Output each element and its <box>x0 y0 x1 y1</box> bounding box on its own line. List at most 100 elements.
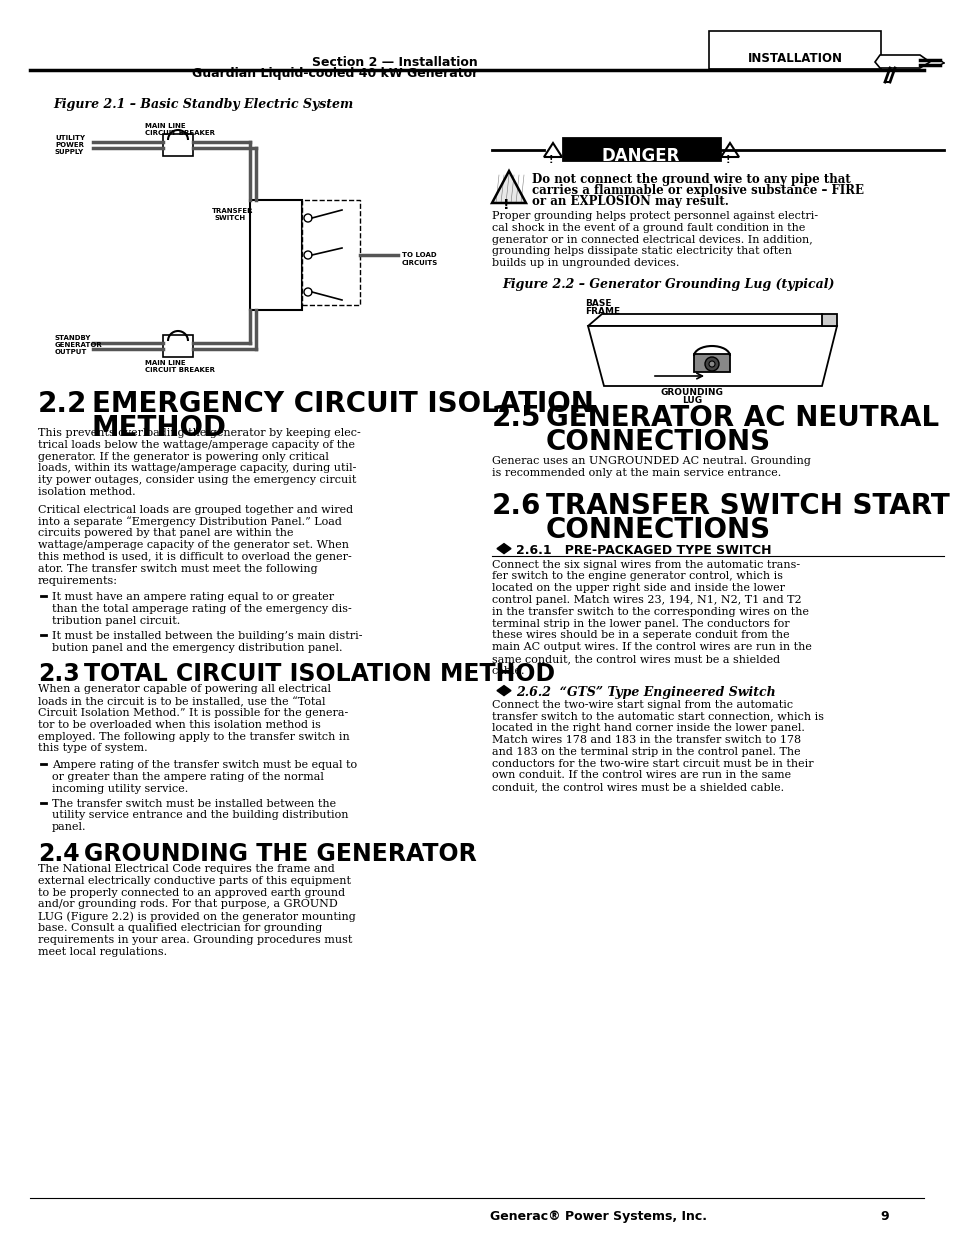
Text: MAIN LINE: MAIN LINE <box>145 124 186 128</box>
Text: CIRCUIT BREAKER: CIRCUIT BREAKER <box>145 367 214 373</box>
Text: ity power outages, consider using the emergency circuit: ity power outages, consider using the em… <box>38 475 356 485</box>
Text: Match wires 178 and 183 in the transfer switch to 178: Match wires 178 and 183 in the transfer … <box>492 735 801 745</box>
Text: control panel. Match wires 23, 194, N1, N2, T1 and T2: control panel. Match wires 23, 194, N1, … <box>492 595 801 605</box>
Bar <box>163 135 193 156</box>
Text: Figure 2.1 – Basic Standby Electric System: Figure 2.1 – Basic Standby Electric Syst… <box>53 98 353 111</box>
Text: This prevents overloading the generator by keeping elec-: This prevents overloading the generator … <box>38 429 360 438</box>
Text: 2.5: 2.5 <box>492 404 541 432</box>
Text: STANDBY: STANDBY <box>55 335 91 341</box>
Text: this method is used, it is difficult to overload the gener-: this method is used, it is difficult to … <box>38 552 352 562</box>
Text: 2.4: 2.4 <box>38 842 79 866</box>
Text: grounding helps dissipate static electricity that often: grounding helps dissipate static electri… <box>492 247 791 257</box>
Polygon shape <box>497 685 511 695</box>
Text: TRANSFER: TRANSFER <box>212 207 253 214</box>
Text: The transfer switch must be installed between the: The transfer switch must be installed be… <box>52 799 335 809</box>
Text: cal shock in the event of a ground fault condition in the: cal shock in the event of a ground fault… <box>492 222 804 233</box>
Text: METHOD: METHOD <box>91 414 227 442</box>
Text: own conduit. If the control wires are run in the same: own conduit. If the control wires are ru… <box>492 771 790 781</box>
Text: panel.: panel. <box>52 823 87 832</box>
Text: INSTALLATION: INSTALLATION <box>747 52 841 65</box>
Text: located on the upper right side and inside the lower: located on the upper right side and insi… <box>492 583 784 593</box>
Text: generator. If the generator is powering only critical: generator. If the generator is powering … <box>38 452 329 462</box>
Text: When a generator capable of powering all electrical: When a generator capable of powering all… <box>38 684 331 694</box>
Text: It must have an ampere rating equal to or greater: It must have an ampere rating equal to o… <box>52 593 334 603</box>
Text: Proper grounding helps protect personnel against electri-: Proper grounding helps protect personnel… <box>492 211 818 221</box>
Text: Guardian Liquid-cooled 40 kW Generator: Guardian Liquid-cooled 40 kW Generator <box>192 67 477 80</box>
Text: fer switch to the engine generator control, which is: fer switch to the engine generator contr… <box>492 572 782 582</box>
Text: terminal strip in the lower panel. The conductors for: terminal strip in the lower panel. The c… <box>492 619 789 629</box>
Text: cable.: cable. <box>492 666 525 676</box>
Text: transfer switch to the automatic start connection, which is: transfer switch to the automatic start c… <box>492 711 823 721</box>
Text: CONNECTIONS: CONNECTIONS <box>545 515 770 543</box>
Text: GENERATOR: GENERATOR <box>55 342 103 348</box>
Polygon shape <box>492 170 525 203</box>
Text: GROUNDING THE GENERATOR: GROUNDING THE GENERATOR <box>84 842 476 866</box>
FancyBboxPatch shape <box>708 31 880 69</box>
Text: CONNECTIONS: CONNECTIONS <box>545 429 770 456</box>
Text: this type of system.: this type of system. <box>38 743 148 753</box>
Text: located in the right hand corner inside the lower panel.: located in the right hand corner inside … <box>492 724 804 734</box>
Text: DANGER: DANGER <box>601 147 679 165</box>
Text: Connect the two-wire start signal from the automatic: Connect the two-wire start signal from t… <box>492 699 792 710</box>
Text: bution panel and the emergency distribution panel.: bution panel and the emergency distribut… <box>52 642 342 652</box>
Text: POWER: POWER <box>55 142 84 148</box>
Text: is recommended only at the main service entrance.: is recommended only at the main service … <box>492 468 781 478</box>
Text: 9: 9 <box>879 1210 887 1223</box>
Polygon shape <box>497 543 511 553</box>
Text: CIRCUITS: CIRCUITS <box>401 261 437 266</box>
Text: loads, within its wattage/amperage capacity, during util-: loads, within its wattage/amperage capac… <box>38 463 356 473</box>
Text: It must be installed between the building’s main distri-: It must be installed between the buildin… <box>52 631 362 641</box>
Text: and 183 on the terminal strip in the control panel. The: and 183 on the terminal strip in the con… <box>492 747 800 757</box>
Text: Do not connect the ground wire to any pipe that: Do not connect the ground wire to any pi… <box>532 173 850 186</box>
Text: Circuit Isolation Method.” It is possible for the genera-: Circuit Isolation Method.” It is possibl… <box>38 708 348 718</box>
Circle shape <box>708 361 714 367</box>
Text: carries a flammable or explosive substance – FIRE: carries a flammable or explosive substan… <box>532 184 863 198</box>
Text: 2.6.1   PRE-PACKAGED TYPE SWITCH: 2.6.1 PRE-PACKAGED TYPE SWITCH <box>516 543 771 557</box>
Text: in the transfer switch to the corresponding wires on the: in the transfer switch to the correspond… <box>492 606 808 616</box>
Polygon shape <box>543 143 561 157</box>
Text: Generac® Power Systems, Inc.: Generac® Power Systems, Inc. <box>490 1210 706 1223</box>
Text: loads in the circuit is to be installed, use the “Total: loads in the circuit is to be installed,… <box>38 697 325 706</box>
Text: conduit, the control wires must be a shielded cable.: conduit, the control wires must be a shi… <box>492 782 783 792</box>
Text: employed. The following apply to the transfer switch in: employed. The following apply to the tra… <box>38 731 350 741</box>
Text: OUTPUT: OUTPUT <box>55 350 88 354</box>
Text: than the total amperage rating of the emergency dis-: than the total amperage rating of the em… <box>52 604 352 614</box>
Bar <box>302 200 359 305</box>
Text: MAIN LINE: MAIN LINE <box>145 359 186 366</box>
Text: builds up in ungrounded devices.: builds up in ungrounded devices. <box>492 258 679 268</box>
Text: UTILITY: UTILITY <box>55 135 85 141</box>
Text: into a separate “Emergency Distribution Panel.” Load: into a separate “Emergency Distribution … <box>38 516 341 527</box>
Text: to be properly connected to an approved earth ground: to be properly connected to an approved … <box>38 888 345 898</box>
Text: Connect the six signal wires from the automatic trans-: Connect the six signal wires from the au… <box>492 559 800 569</box>
Text: these wires should be in a seperate conduit from the: these wires should be in a seperate cond… <box>492 630 789 641</box>
Text: tribution panel circuit.: tribution panel circuit. <box>52 616 180 626</box>
Text: TOTAL CIRCUIT ISOLATION METHOD: TOTAL CIRCUIT ISOLATION METHOD <box>84 662 555 687</box>
Text: Ampere rating of the transfer switch must be equal to: Ampere rating of the transfer switch mus… <box>52 761 356 771</box>
Text: 2.6.2  “GTS” Type Engineered Switch: 2.6.2 “GTS” Type Engineered Switch <box>516 685 775 699</box>
Text: isolation method.: isolation method. <box>38 487 135 496</box>
Bar <box>163 335 193 357</box>
Text: The National Electrical Code requires the frame and: The National Electrical Code requires th… <box>38 864 335 874</box>
Text: utility service entrance and the building distribution: utility service entrance and the buildin… <box>52 810 348 820</box>
Text: incoming utility service.: incoming utility service. <box>52 784 188 794</box>
Text: Critical electrical loads are grouped together and wired: Critical electrical loads are grouped to… <box>38 505 353 515</box>
Text: TO LOAD: TO LOAD <box>401 252 436 258</box>
Text: 2.2: 2.2 <box>38 390 88 417</box>
Text: or greater than the ampere rating of the normal: or greater than the ampere rating of the… <box>52 772 323 782</box>
Text: requirements in your area. Grounding procedures must: requirements in your area. Grounding pro… <box>38 935 352 945</box>
Polygon shape <box>720 143 739 157</box>
Text: LUG: LUG <box>681 396 701 405</box>
Text: 2.3: 2.3 <box>38 662 80 687</box>
Text: !: ! <box>548 156 553 165</box>
Text: EMERGENCY CIRCUIT ISOLATION: EMERGENCY CIRCUIT ISOLATION <box>91 390 594 417</box>
Text: Section 2 — Installation: Section 2 — Installation <box>312 56 477 69</box>
Polygon shape <box>587 326 836 387</box>
Text: GROUNDING: GROUNDING <box>659 388 722 396</box>
Polygon shape <box>874 56 929 68</box>
Text: base. Consult a qualified electrician for grounding: base. Consult a qualified electrician fo… <box>38 923 322 932</box>
Text: or an EXPLOSION may result.: or an EXPLOSION may result. <box>532 195 728 207</box>
Text: meet local regulations.: meet local regulations. <box>38 946 167 957</box>
Bar <box>250 200 302 310</box>
Text: trical loads below the wattage/amperage capacity of the: trical loads below the wattage/amperage … <box>38 440 355 450</box>
Text: SUPPLY: SUPPLY <box>55 149 84 156</box>
